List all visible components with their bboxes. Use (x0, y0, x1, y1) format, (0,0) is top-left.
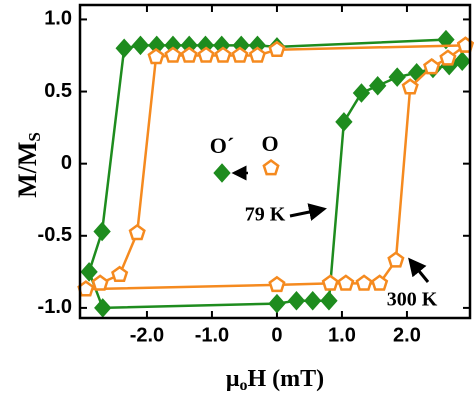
x-tick-label: 0 (271, 324, 282, 346)
x-axis-label: μoH (mT) (226, 366, 324, 394)
annotation: 79 K (245, 204, 286, 226)
data-point (423, 57, 441, 75)
data-point (128, 223, 146, 241)
legend-marker (262, 158, 280, 176)
data-point (439, 49, 457, 66)
x-tick-label: -2.0 (130, 324, 164, 346)
data-point (320, 290, 338, 311)
plot-frame (78, 3, 472, 320)
data-point (321, 274, 339, 291)
legend-label: O´ (210, 133, 234, 158)
data-point (437, 29, 455, 50)
data-point (94, 298, 112, 318)
data-point (131, 35, 150, 56)
data-point (80, 262, 98, 282)
legend-label: O (261, 131, 278, 156)
data-point (401, 78, 419, 95)
data-point (91, 274, 109, 291)
data-point (115, 38, 133, 59)
arrow (408, 257, 430, 283)
y-tick-label: 1.0 (44, 8, 72, 30)
data-point (268, 40, 286, 58)
y-tick-label: -0.5 (38, 224, 72, 246)
data-point (304, 290, 322, 311)
data-point (214, 46, 232, 63)
data-point (111, 265, 129, 283)
data-point (387, 251, 405, 268)
data-point (371, 274, 389, 291)
y-axis-label: M/MS (13, 132, 44, 198)
arrow (289, 203, 327, 221)
annotation: 300 K (387, 289, 438, 311)
data-point (352, 83, 371, 103)
data-point (93, 221, 111, 242)
data-point (180, 46, 198, 63)
data-point (388, 67, 406, 87)
y-tick-label: -1.0 (38, 296, 72, 318)
legend-marker (213, 163, 231, 183)
data-point (369, 76, 387, 96)
x-tick-label: 2.0 (393, 324, 421, 346)
data-point (355, 274, 373, 291)
y-tick-label: 0 (61, 152, 72, 174)
data-point (164, 46, 182, 63)
y-tick-label: 0.5 (44, 80, 72, 102)
x-tick-label: 1.0 (328, 324, 356, 346)
data-point (231, 46, 249, 63)
data-point (197, 46, 215, 63)
data-point (335, 112, 353, 132)
data-point (453, 51, 471, 72)
x-tick-label: -1.0 (195, 324, 229, 346)
data-point (147, 47, 165, 65)
data-point (268, 275, 286, 293)
data-point (287, 290, 306, 311)
data-point (268, 293, 286, 314)
data-point (248, 46, 267, 63)
data-point (337, 274, 355, 291)
